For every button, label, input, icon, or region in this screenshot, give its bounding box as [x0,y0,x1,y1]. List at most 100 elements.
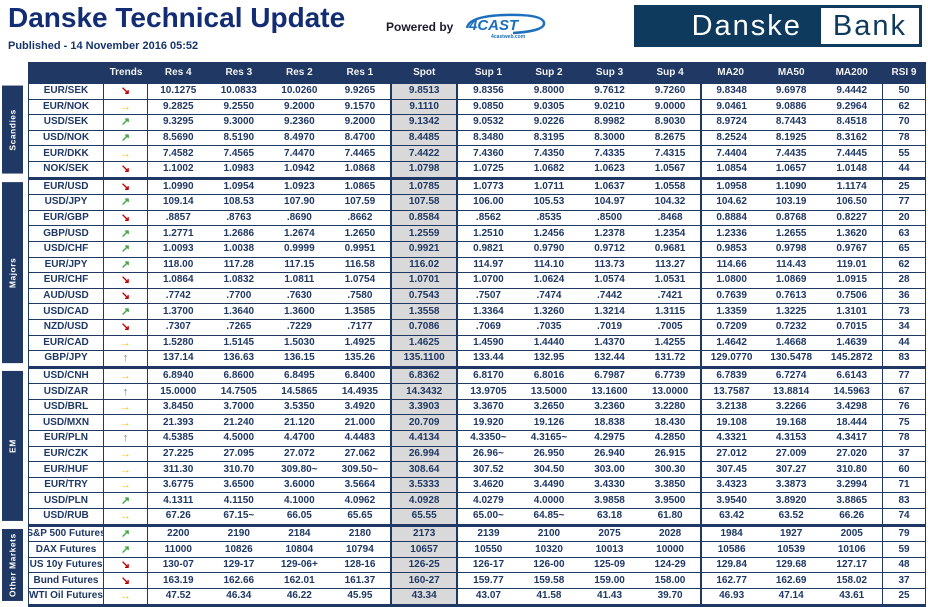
cell-sup-3: 8.3000 [594,132,625,144]
instrument-name: USD/MXN [28,415,104,431]
cell-sup-4: 10000 [656,543,684,555]
cell-rsi-9: 25 [882,179,926,195]
trend-fall-icon: ↘ [104,288,148,304]
instrument-name: USD/SEK [28,115,104,130]
cell-ma20: 129.84 [700,557,761,573]
cell-sup-4: 3.9500 [654,494,686,506]
trend-flat-icon: → [104,446,148,462]
cell-sup-2: 3.4490 [533,479,565,491]
cell-spot: 0.7086 [390,319,459,335]
cell-res-4: 15.0000 [160,385,197,397]
cell-ma50: 1.1090 [775,180,807,192]
cell-ma200: 119.01 [836,258,867,270]
cell-sup-4: 0.9681 [654,243,686,255]
cell-spot: 10657 [390,542,459,557]
cell-spot: 9.1110 [390,99,459,115]
trend-rise-icon: ↗ [104,130,148,146]
instrument-name: EUR/TRY [28,477,104,493]
col-header-sup-3: Sup 3 [595,66,624,78]
cell-ma20: 0.8884 [700,210,761,226]
cell-rsi-9: 65 [882,241,926,257]
cell-sup-1: 1.3364 [473,305,504,317]
cell-sup-1: 126-17 [472,559,505,571]
cell-res-3: 310.70 [223,463,255,475]
cell-res-3: 1.0983 [223,163,255,175]
cell-sup-3: 63.18 [597,510,623,522]
cell-spot: 1.3558 [390,304,459,319]
cell-sup-3: 132.44 [594,352,625,364]
technical-levels-table: Trends Res 4 Res 3 Res 2 Res 1 Spot Sup 1 Sup 2… [2,62,926,607]
row-eur-usd: EUR/USD ↘ 1.0990 1.0954 1.0923 1.0865 1.0785 1.… [28,179,926,196]
cell-sup-2: 9.0305 [533,100,565,112]
cell-res-4: 7.4582 [162,147,194,159]
cell-res-1: .7177 [347,321,373,333]
instrument-name: NZD/USD [28,319,104,335]
cell-sup-4: 13.0000 [652,385,689,397]
cell-res-3: 3.6500 [223,479,255,491]
trend-rise-icon: ↗ [104,241,148,257]
row-usd-rub: USD/RUB → 67.26 67.15~ 66.05 65.65 65.55 65.00~… [28,509,926,524]
cell-sup-3: 1.3214 [594,305,625,317]
instrument-name: USD/RUB [28,509,104,524]
row-usd-jpy: USD/JPY ↗ 109.14 108.53 107.90 107.59 107.58 10… [28,195,926,211]
cell-ma50: 13.8814 [773,385,810,397]
instrument-name: EUR/USD [28,179,104,195]
cell-sup-1: 133.44 [473,352,504,364]
cell-res-2: 1.0923 [284,180,315,192]
cell-sup-4: 8.9030 [654,116,686,128]
instrument-name: EUR/CZK [28,446,104,462]
row-usd-pln: USD/PLN ↗ 4.1311 4.1150 4.1000 4.0962 4.0928 4.… [28,493,926,510]
col-header-sup-1: Sup 1 [474,66,503,78]
cell-sup-4: 1.4255 [654,336,686,348]
trend-fall-icon: ↘ [104,210,148,226]
row-nzd-usd: NZD/USD ↘ .7307 .7265 .7229 .7177 0.7086 .7069.… [28,319,926,336]
cell-ma200: 10106 [837,543,866,555]
cell-ma50: 0.9798 [775,243,807,255]
cell-sup-3: 9.0210 [594,100,625,112]
cell-sup-3: .7019 [597,321,623,333]
cell-sup-4: 104.32 [654,196,686,208]
cell-spot: 126-25 [390,557,459,573]
cell-res-3: 4.1150 [223,494,254,506]
cell-sup-1: 9.8356 [473,85,504,97]
cell-spot: 43.34 [390,589,459,604]
row-usd-cnh: USD/CNH → 6.8940 6.8600 6.8495 6.8400 6.8362 6.… [28,368,926,385]
cell-ma50: 27.009 [775,447,807,459]
cell-res-2: 21.120 [284,416,315,428]
cell-res-4: 8.5690 [162,132,194,144]
cell-ma200: 1.3620 [836,227,868,239]
cell-sup-2: 1.2456 [533,227,565,239]
cell-sup-4: 1.0558 [654,180,686,192]
cell-sup-4: 8.2675 [654,132,686,144]
cell-ma50: 7.4435 [775,147,807,159]
cell-sup-4: 1.3115 [655,305,686,317]
cell-res-1: 1.0754 [344,274,376,286]
cell-res-2: 4.1000 [284,494,315,506]
cell-rsi-9: 78 [882,130,926,146]
cell-sup-2: 1.3260 [533,305,565,317]
cell-res-1: 0.9951 [344,243,376,255]
cell-res-1: 3.4920 [344,401,376,413]
cell-rsi-9: 55 [882,146,926,161]
cell-res-4: 67.26 [165,510,191,522]
cell-res-2: 1.5030 [284,336,315,348]
cell-res-4: 3.6775 [162,479,194,491]
cell-rsi-9: 25 [882,589,926,604]
cell-sup-2: 2100 [537,527,561,539]
cell-res-1: 6.8400 [344,369,376,381]
cell-sup-2: 304.50 [533,463,565,475]
cell-sup-4: 300.30 [654,463,686,475]
cell-res-2: 136.15 [284,352,315,364]
row-eur-gbp: EUR/GBP ↘ .8857 .8763 .8690 .8662 0.8584 .8562.… [28,210,926,227]
cell-ma20: 1.0958 [700,179,761,195]
cell-sup-2: 1.0624 [533,274,565,286]
cell-res-4: 1.0093 [162,243,194,255]
group-em: EM USD/CNH → 6.8940 6.8600 6.8495 6.8400 6.8362… [2,368,926,527]
row-eur-cad: EUR/CAD → 1.5280 1.5145 1.5030 1.4925 1.4625 1.… [28,335,926,352]
cell-sup-3: .7442 [597,290,623,302]
cell-sup-4: 7.4315 [654,147,686,159]
cell-spot: 1.0785 [390,179,459,195]
row-eur-nok: EUR/NOK → 9.2825 9.2550 9.2000 9.1570 9.1110 9.… [28,99,926,116]
cell-ma20: 1.4642 [700,335,761,351]
col-header-res-3: Res 3 [225,66,253,78]
